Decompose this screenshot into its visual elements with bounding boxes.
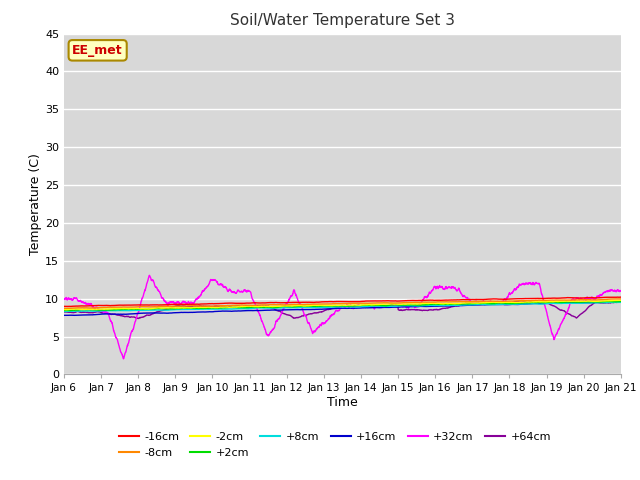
Y-axis label: Temperature (C): Temperature (C) [29, 153, 42, 255]
X-axis label: Time: Time [327, 396, 358, 409]
Legend: -16cm, -8cm, -2cm, +2cm, +8cm, +16cm, +32cm, +64cm: -16cm, -8cm, -2cm, +2cm, +8cm, +16cm, +3… [114, 428, 556, 462]
Text: EE_met: EE_met [72, 44, 123, 57]
Title: Soil/Water Temperature Set 3: Soil/Water Temperature Set 3 [230, 13, 455, 28]
